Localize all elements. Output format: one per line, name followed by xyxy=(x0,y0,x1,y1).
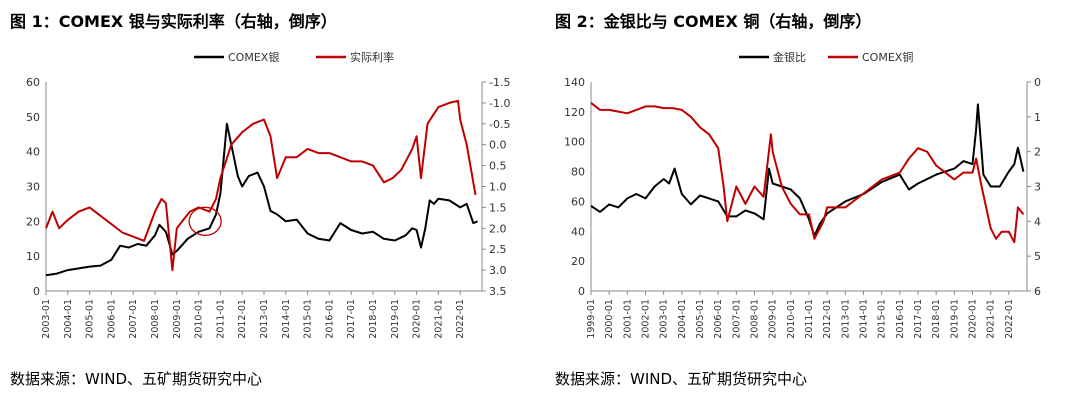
chart-panel-2: 图 2：金银比与 COMEX 铜（右轴，倒序） 0 20 40 60 80 100 120 1… xyxy=(545,0,1075,400)
left-tick-label: 40 xyxy=(26,146,40,159)
x-tick-label: 2022-01 xyxy=(455,299,466,339)
right-tick-label: 2.0 xyxy=(489,222,507,235)
left-tick-label: 20 xyxy=(26,215,40,228)
x-tick-label: 2003-01 xyxy=(41,299,52,339)
left-tick-label: 140 xyxy=(564,76,585,89)
left-tick-label: 60 xyxy=(26,76,40,89)
chart-panel-1: 图 1：COMEX 银与实际利率（右轴，倒序） 0 10 20 30 40 50 60 -1.… xyxy=(0,0,530,400)
x-tick-label: 2006-01 xyxy=(106,299,117,339)
x-tick-label: 2018-01 xyxy=(931,299,942,339)
x-tick-label: 2001-01 xyxy=(622,299,633,339)
x-tick-label: 2016-01 xyxy=(895,299,906,339)
right-tick-label: 1 xyxy=(1034,111,1041,124)
chart-source: 数据来源：WIND、五矿期货研究中心 xyxy=(10,370,263,388)
x-tick-label: 2004-01 xyxy=(677,299,688,339)
x-tick-label: 2015-01 xyxy=(303,299,314,339)
right-tick-label: 4 xyxy=(1034,215,1041,228)
x-tick-label: 2000-01 xyxy=(604,299,615,339)
x-tick-label: 1999-01 xyxy=(586,299,597,339)
x-tick-label: 2020-01 xyxy=(412,299,423,339)
chart-1-svg: 0 10 20 30 40 50 60 -1.5 -1.0 -0.5 0.0 0.5 1.0 1.5 2.0… xyxy=(26,50,510,339)
right-tick-label: 6 xyxy=(1034,285,1041,298)
legend-label: 金银比 xyxy=(773,50,806,64)
x-tick-label: 2014-01 xyxy=(859,299,870,339)
x-tick-label: 2006-01 xyxy=(713,299,724,339)
x-tick-label: 2021-01 xyxy=(433,299,444,339)
x-tick-label: 2016-01 xyxy=(324,299,335,339)
right-tick-label: 2 xyxy=(1034,146,1041,159)
x-tick-label: 2008-01 xyxy=(750,299,761,339)
x-tick-label: 2019-01 xyxy=(390,299,401,339)
chart-source: 数据来源：WIND、五矿期货研究中心 xyxy=(555,370,808,388)
left-tick-label: 100 xyxy=(564,136,585,149)
left-tick-label: 10 xyxy=(26,250,40,263)
x-tick-label: 2014-01 xyxy=(281,299,292,339)
x-tick-label: 2012-01 xyxy=(237,299,248,339)
annotation-circle xyxy=(188,206,222,236)
series-line-right xyxy=(590,102,1025,244)
left-tick-label: 50 xyxy=(26,111,40,124)
x-tick-label: 2017-01 xyxy=(913,299,924,339)
right-tick-label: 0 xyxy=(1034,76,1041,89)
series-line-right xyxy=(45,99,477,272)
right-tick-label: -1.0 xyxy=(489,97,510,110)
right-tick-label: 5 xyxy=(1034,250,1041,263)
x-tick-label: 2005-01 xyxy=(85,299,96,339)
left-tick-label: 0 xyxy=(578,285,585,298)
x-tick-label: 2013-01 xyxy=(259,299,270,339)
right-tick-label: -0.5 xyxy=(489,118,510,131)
left-tick-label: 30 xyxy=(26,181,40,194)
left-tick-label: 120 xyxy=(564,106,585,119)
chart-title: 图 2：金银比与 COMEX 铜（右轴，倒序） xyxy=(555,12,872,31)
series-line-left xyxy=(590,103,1025,237)
left-tick-label: 20 xyxy=(571,255,585,268)
left-tick-label: 40 xyxy=(571,225,585,238)
x-tick-label: 2005-01 xyxy=(695,299,706,339)
legend-label: COMEX铜 xyxy=(862,50,913,64)
left-tick-label: 80 xyxy=(571,166,585,179)
right-tick-label: 0.5 xyxy=(489,160,507,173)
left-tick-label: 0 xyxy=(33,285,40,298)
right-tick-label: 1.0 xyxy=(489,181,507,194)
x-tick-label: 2017-01 xyxy=(346,299,357,339)
chart-2-svg: 0 20 40 60 80 100 120 140 0 1 2 3 4 5 6 1999-01 2000-01 2… xyxy=(564,50,1041,339)
right-tick-label: 3.0 xyxy=(489,264,507,277)
legend-label: 实际利率 xyxy=(350,50,394,64)
x-tick-label: 2010-01 xyxy=(194,299,205,339)
x-tick-label: 2008-01 xyxy=(150,299,161,339)
legend-label: COMEX银 xyxy=(228,50,279,64)
chart-title: 图 1：COMEX 银与实际利率（右轴，倒序） xyxy=(10,12,337,31)
left-tick-label: 60 xyxy=(571,195,585,208)
x-tick-label: 2009-01 xyxy=(768,299,779,339)
x-tick-label: 2022-01 xyxy=(1004,299,1015,339)
x-tick-label: 2010-01 xyxy=(786,299,797,339)
x-tick-label: 2003-01 xyxy=(659,299,670,339)
x-tick-label: 2009-01 xyxy=(172,299,183,339)
x-tick-label: 2018-01 xyxy=(368,299,379,339)
right-tick-label: 3 xyxy=(1034,181,1041,194)
x-tick-label: 2015-01 xyxy=(877,299,888,339)
right-tick-label: 3.5 xyxy=(489,285,507,298)
x-tick-label: 2013-01 xyxy=(840,299,851,339)
right-tick-label: 1.5 xyxy=(489,201,507,214)
x-tick-label: 2020-01 xyxy=(968,299,979,339)
x-tick-label: 2007-01 xyxy=(128,299,139,339)
x-tick-label: 2012-01 xyxy=(822,299,833,339)
right-tick-label: -1.5 xyxy=(489,76,510,89)
right-tick-label: 2.5 xyxy=(489,243,507,256)
x-tick-label: 2011-01 xyxy=(804,299,815,339)
x-tick-label: 2007-01 xyxy=(731,299,742,339)
x-tick-label: 2019-01 xyxy=(949,299,960,339)
x-tick-label: 2021-01 xyxy=(986,299,997,339)
right-tick-label: 0.0 xyxy=(489,139,507,152)
series-line-left xyxy=(45,122,478,277)
x-tick-label: 2011-01 xyxy=(215,299,226,339)
x-tick-label: 2002-01 xyxy=(641,299,652,339)
x-tick-label: 2004-01 xyxy=(63,299,74,339)
